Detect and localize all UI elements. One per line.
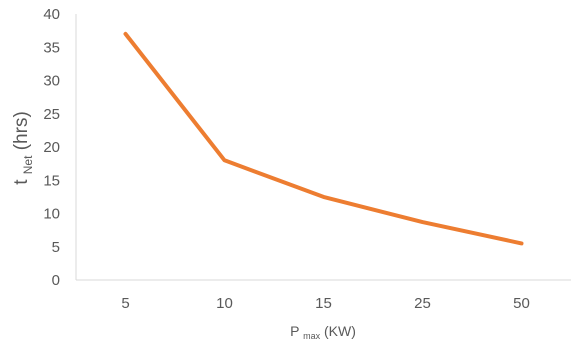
y-tick-label: 40 [43, 6, 60, 23]
x-axis-title-unit: (KW) [324, 323, 356, 339]
series-line [123, 31, 524, 246]
y-axis-title: t Net (hrs) [11, 111, 37, 185]
x-axis-title: P max (KW) [290, 323, 356, 342]
x-axis-title-sub: max [303, 331, 321, 341]
y-tick-label: 0 [52, 272, 60, 289]
y-tick-labels: 0 5 10 15 20 25 30 35 40 [43, 6, 60, 289]
x-tick-label: 25 [414, 295, 431, 312]
y-tick-label: 5 [52, 239, 60, 256]
y-tick-label: 30 [43, 73, 60, 90]
series-layer [123, 31, 524, 246]
y-tick-label: 35 [43, 39, 60, 56]
x-tick-label: 50 [513, 295, 530, 312]
axes [75, 14, 571, 281]
y-tick-label: 25 [43, 106, 60, 123]
x-axis-title-main: P [290, 323, 299, 339]
y-tick-label: 10 [43, 206, 60, 223]
y-axis-title-sub: Net [21, 155, 35, 174]
y-axis-title-unit: (hrs) [11, 111, 32, 150]
y-tick-label: 20 [43, 139, 60, 156]
x-tick-label: 5 [121, 295, 129, 312]
x-tick-label: 10 [216, 295, 233, 312]
y-tick-label: 15 [43, 172, 60, 189]
y-axis-title-main: t [11, 179, 32, 185]
x-tick-labels: 5 10 15 25 50 [121, 295, 530, 312]
x-tick-label: 15 [315, 295, 332, 312]
